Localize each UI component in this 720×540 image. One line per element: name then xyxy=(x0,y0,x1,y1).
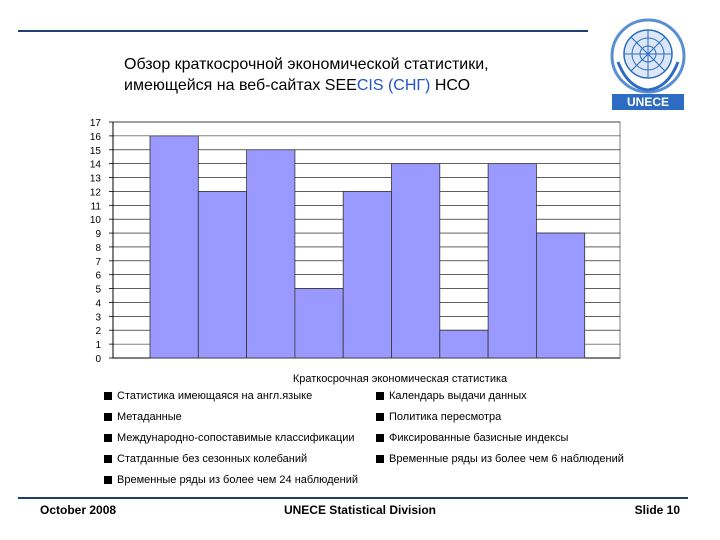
top-rule xyxy=(18,30,588,32)
legend-item: Метаданные xyxy=(104,411,182,423)
legend-swatch xyxy=(104,476,112,484)
title-line-2: имеющейся на веб-сайтах SEECIS (СНГ) НСО xyxy=(124,75,594,96)
bar xyxy=(246,149,296,359)
bar xyxy=(487,163,537,359)
title-line-2-suffix: НСО xyxy=(430,77,471,94)
legend-label: Временные ряды из более чем 6 наблюдений xyxy=(389,453,624,465)
legend-label: Статистика имеющаяся на англ.языке xyxy=(117,390,313,402)
legend-swatch xyxy=(104,455,112,463)
legend-item: Статданные без сезонных колебаний xyxy=(104,453,307,465)
bar xyxy=(391,163,441,359)
legend-label: Временные ряды из более чем 24 наблюдени… xyxy=(117,474,359,486)
footer-slide-number: Slide 10 xyxy=(634,503,680,517)
y-tick-label: 0 xyxy=(95,354,101,365)
bar xyxy=(439,329,489,359)
unece-logo: UNECE xyxy=(606,16,690,110)
legend-label: Фиксированные базисные индексы xyxy=(389,432,569,444)
legend-swatch xyxy=(376,455,384,463)
legend-label: Статданные без сезонных колебаний xyxy=(117,453,308,465)
y-tick-label: 1 xyxy=(95,340,101,351)
y-tick-label: 5 xyxy=(95,285,101,296)
legend-label: Календарь выдачи данных xyxy=(389,390,527,402)
y-tick-label: 16 xyxy=(90,132,102,143)
y-tick-label: 13 xyxy=(90,174,102,185)
legend-item: Статистика имеющаяся на англ.языке xyxy=(104,390,312,402)
y-tick-label: 12 xyxy=(90,187,102,198)
legend-item: Календарь выдачи данных xyxy=(376,390,527,402)
legend-item: Временные ряды из более чем 6 наблюдений xyxy=(376,453,624,465)
legend-label: Политика пересмотра xyxy=(389,411,502,423)
y-tick-label: 7 xyxy=(95,257,101,268)
legend-item: Международно-сопоставимые классификации xyxy=(104,432,355,444)
y-tick-label: 17 xyxy=(90,118,102,129)
un-emblem-icon: UNECE xyxy=(610,18,686,110)
y-tick-label: 8 xyxy=(95,243,101,254)
bottom-rule xyxy=(18,497,688,499)
footer-division: UNECE Statistical Division xyxy=(283,503,437,517)
y-tick-label: 4 xyxy=(95,298,101,309)
y-tick-label: 9 xyxy=(95,229,101,240)
title-line-2-prefix: имеющейся на веб-сайтах SEE xyxy=(124,77,357,94)
y-tick-label: 10 xyxy=(90,215,102,226)
bar xyxy=(197,191,248,359)
y-tick-label: 15 xyxy=(90,146,102,157)
bar xyxy=(149,135,199,359)
legend-item: Временные ряды из более чем 24 наблюдени… xyxy=(104,474,358,486)
legend-swatch xyxy=(104,413,112,421)
y-tick-label: 11 xyxy=(91,201,102,212)
legend-label: Международно-сопоставимые классификации xyxy=(117,432,355,444)
legend-label: Метаданные xyxy=(117,411,182,423)
legend-swatch xyxy=(376,413,384,421)
bar xyxy=(342,191,392,359)
legend-swatch xyxy=(376,392,384,400)
y-tick-label: 2 xyxy=(95,326,101,337)
x-axis-label: Краткосрочная экономическая статистика xyxy=(293,373,508,385)
slide-title: Обзор краткосрочной экономической статис… xyxy=(124,54,594,96)
legend-swatch xyxy=(104,434,112,442)
footer-date: October 2008 xyxy=(40,503,117,517)
y-tick-label: 3 xyxy=(95,312,101,323)
y-tick-label: 6 xyxy=(95,271,101,282)
logo-label: UNECE xyxy=(627,95,669,109)
title-line-2-cis: CIS (СНГ) xyxy=(356,77,431,94)
title-line-1: Обзор краткосрочной экономической статис… xyxy=(124,56,489,73)
legend-item: Фиксированные базисные индексы xyxy=(376,432,568,444)
y-tick-label: 14 xyxy=(90,160,102,171)
bar xyxy=(294,288,344,359)
bar xyxy=(536,232,586,359)
legend-item: Политика пересмотра xyxy=(376,411,501,423)
legend-swatch xyxy=(104,392,112,400)
legend-swatch xyxy=(376,434,384,442)
